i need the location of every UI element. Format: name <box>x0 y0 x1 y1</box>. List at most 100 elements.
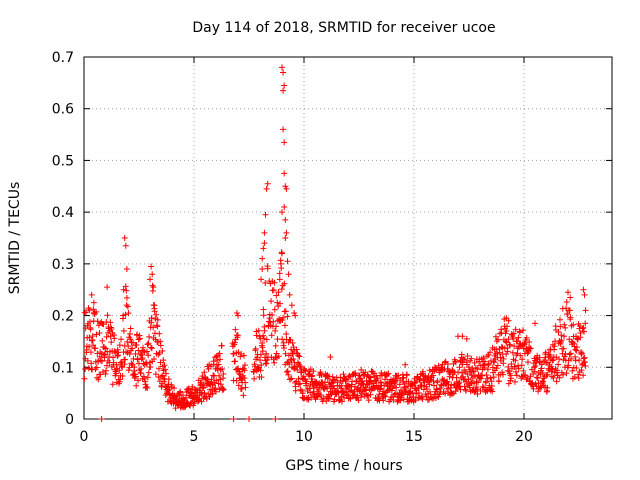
data-point <box>289 350 296 357</box>
data-point <box>375 396 382 403</box>
data-point <box>568 355 575 362</box>
data-point <box>238 376 245 383</box>
data-point-spike <box>261 240 268 247</box>
data-point <box>517 352 524 359</box>
data-point <box>116 342 123 349</box>
data-point <box>122 311 129 318</box>
data-point <box>564 311 571 318</box>
data-point-spike <box>459 333 466 340</box>
data-point-spike <box>150 284 157 291</box>
data-point <box>582 362 589 369</box>
data-point <box>258 374 265 381</box>
data-point <box>563 299 570 306</box>
data-point <box>426 367 433 374</box>
data-point <box>297 364 304 371</box>
data-point <box>539 377 546 384</box>
data-point <box>263 336 270 343</box>
data-point <box>485 362 492 369</box>
data-point <box>573 365 580 372</box>
data-point <box>145 352 152 359</box>
data-point <box>219 365 226 372</box>
data-point <box>285 371 292 378</box>
data-point <box>160 357 167 364</box>
data-point-spike <box>122 242 129 249</box>
data-point <box>523 334 530 341</box>
data-point <box>544 384 551 391</box>
data-point <box>399 390 406 397</box>
data-point <box>553 378 560 385</box>
data-point <box>260 332 267 339</box>
data-point <box>581 359 588 366</box>
axis-ticks <box>83 56 612 420</box>
data-point <box>341 394 348 401</box>
data-point <box>293 350 300 357</box>
data-point <box>488 382 495 389</box>
data-point <box>357 375 364 382</box>
data-point <box>342 377 349 384</box>
data-point <box>561 353 568 360</box>
y-tick-label: 0 <box>65 412 74 428</box>
data-point <box>241 375 248 382</box>
data-point <box>198 391 205 398</box>
data-point <box>340 371 347 378</box>
data-point <box>581 328 588 335</box>
data-point-spike <box>292 312 299 319</box>
data-point <box>148 314 155 321</box>
data-point <box>262 279 269 286</box>
data-point <box>442 390 449 397</box>
data-point <box>558 337 565 344</box>
data-point <box>217 376 224 383</box>
data-point <box>86 307 93 314</box>
data-point <box>90 306 97 313</box>
data-point <box>484 375 491 382</box>
data-point <box>358 394 365 401</box>
data-point <box>314 393 321 400</box>
data-point <box>573 344 580 351</box>
data-point <box>220 386 227 393</box>
data-point <box>496 378 503 385</box>
data-point <box>120 327 127 334</box>
y-tick-label: 0.7 <box>52 50 74 66</box>
data-point <box>431 391 438 398</box>
data-point <box>272 327 279 334</box>
data-point <box>275 353 282 360</box>
data-point <box>219 387 226 394</box>
data-point <box>273 323 280 330</box>
data-point-spike <box>580 286 587 293</box>
data-point <box>510 335 517 342</box>
data-point <box>376 386 383 393</box>
data-point <box>104 312 111 319</box>
data-point <box>218 342 225 349</box>
data-point <box>546 352 553 359</box>
data-point <box>122 356 129 363</box>
data-point <box>338 382 345 389</box>
data-point <box>419 393 426 400</box>
data-point <box>252 345 259 352</box>
data-point <box>113 370 120 377</box>
data-point <box>567 314 574 321</box>
data-point <box>510 330 517 337</box>
data-point <box>512 368 519 375</box>
data-point <box>212 385 219 392</box>
data-point <box>201 369 208 376</box>
data-point <box>430 372 437 379</box>
data-point <box>93 364 100 371</box>
data-point <box>109 381 116 388</box>
data-point <box>297 380 304 387</box>
data-point <box>149 282 156 289</box>
data-point <box>378 369 385 376</box>
data-point <box>560 371 567 378</box>
data-point <box>296 363 303 370</box>
data-point <box>299 390 306 397</box>
data-point <box>269 311 276 318</box>
data-point <box>212 388 219 395</box>
data-point <box>505 363 512 370</box>
data-point <box>347 395 354 402</box>
x-tick-label: 15 <box>405 429 423 445</box>
data-point-spike <box>149 271 156 278</box>
data-point <box>198 398 205 405</box>
data-point-spike <box>463 335 470 342</box>
data-point <box>163 370 170 377</box>
data-point <box>146 333 153 340</box>
data-point <box>271 306 278 313</box>
